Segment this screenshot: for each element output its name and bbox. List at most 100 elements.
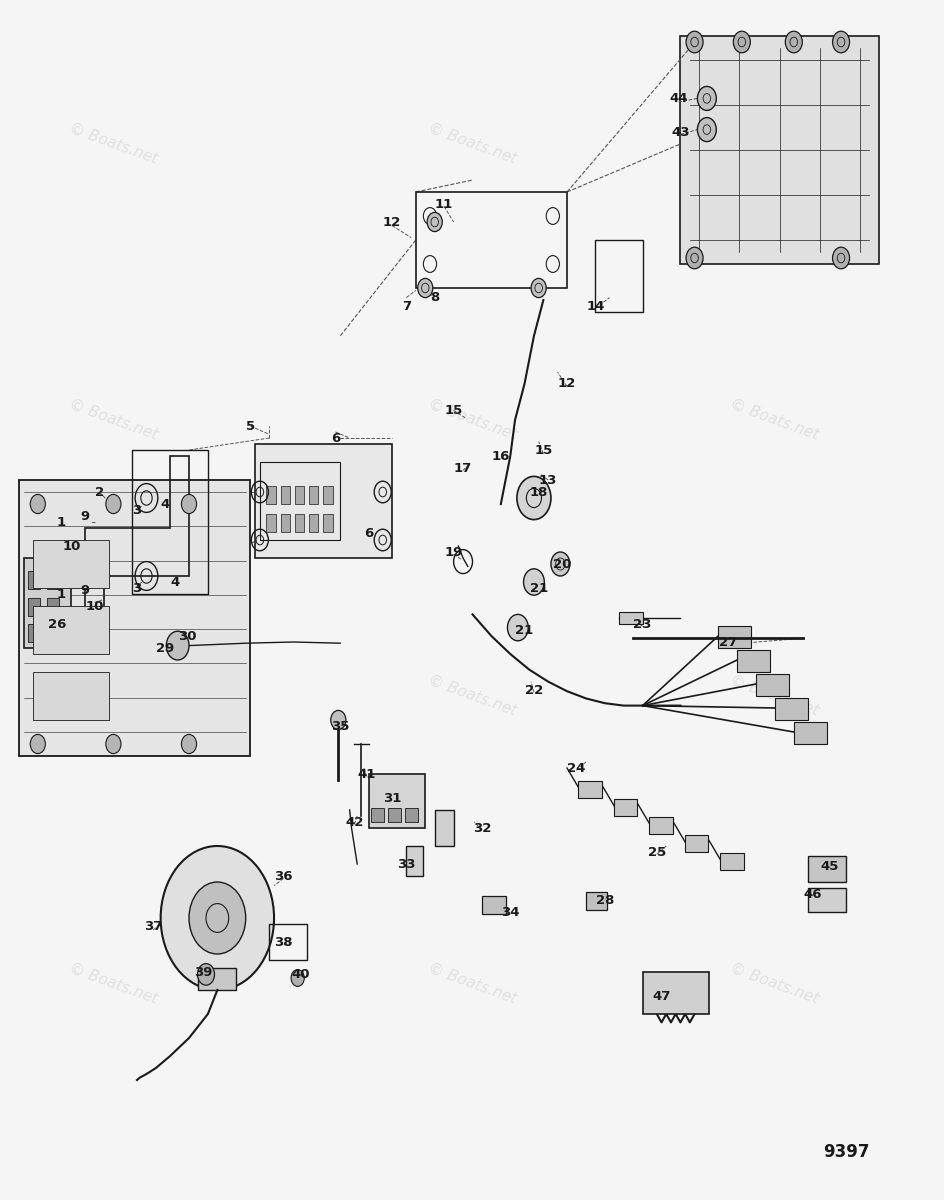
Bar (266, 514, 276, 532)
Circle shape (181, 494, 196, 514)
Text: 7: 7 (401, 300, 411, 312)
Circle shape (832, 247, 849, 269)
Text: © Boats.net: © Boats.net (426, 673, 518, 719)
Text: 29: 29 (156, 642, 175, 654)
Text: 39: 39 (194, 966, 212, 978)
Text: 38: 38 (274, 936, 293, 948)
Text: 46: 46 (802, 888, 821, 900)
Text: 2: 2 (94, 486, 104, 498)
Circle shape (427, 212, 442, 232)
Polygon shape (24, 558, 71, 648)
Text: 27: 27 (717, 636, 736, 648)
Text: 47: 47 (651, 990, 670, 1002)
Text: 31: 31 (382, 792, 401, 804)
Text: 20: 20 (552, 558, 571, 570)
Bar (280, 486, 290, 504)
Circle shape (784, 31, 801, 53)
Bar (295, 486, 304, 504)
Text: 9: 9 (80, 584, 90, 596)
Bar (368, 774, 425, 828)
Text: 3: 3 (132, 504, 142, 516)
Bar (28, 598, 40, 616)
Circle shape (523, 569, 544, 595)
Circle shape (417, 278, 432, 298)
Text: 43: 43 (670, 126, 689, 138)
Text: 15: 15 (444, 404, 463, 416)
Text: © Boats.net: © Boats.net (728, 673, 820, 719)
Bar (323, 486, 332, 504)
Text: © Boats.net: © Boats.net (67, 673, 160, 719)
Bar (47, 571, 59, 589)
Bar (618, 612, 642, 624)
Polygon shape (642, 972, 708, 1014)
Bar (323, 514, 332, 532)
Text: 1: 1 (57, 516, 66, 528)
Circle shape (733, 31, 750, 53)
Text: 37: 37 (143, 920, 162, 932)
Circle shape (516, 476, 550, 520)
Bar (28, 571, 40, 589)
Text: 16: 16 (491, 450, 510, 462)
Bar (33, 540, 109, 588)
Text: 14: 14 (585, 300, 604, 312)
Bar (614, 799, 636, 816)
Text: 5: 5 (245, 420, 255, 432)
Bar (807, 888, 845, 912)
Bar (198, 968, 236, 990)
Bar (266, 486, 276, 504)
Text: 36: 36 (274, 870, 293, 882)
Text: 24: 24 (566, 762, 585, 774)
Text: 10: 10 (85, 600, 104, 612)
Text: 35: 35 (330, 720, 349, 732)
Circle shape (30, 494, 45, 514)
Circle shape (685, 31, 702, 53)
Text: 23: 23 (632, 618, 651, 630)
Bar (793, 722, 826, 744)
Bar (280, 514, 290, 532)
Circle shape (531, 278, 546, 298)
Text: 4: 4 (160, 498, 170, 510)
Text: 44: 44 (668, 92, 687, 104)
Text: © Boats.net: © Boats.net (67, 121, 160, 167)
Bar (481, 896, 505, 914)
Text: 17: 17 (453, 462, 472, 474)
Circle shape (189, 882, 245, 954)
Bar (47, 624, 59, 642)
Circle shape (685, 247, 702, 269)
Bar (295, 514, 304, 532)
Circle shape (106, 734, 121, 754)
Text: 42: 42 (345, 816, 363, 828)
Circle shape (291, 970, 304, 986)
Circle shape (697, 86, 716, 110)
Text: 12: 12 (557, 378, 576, 390)
Bar (585, 892, 606, 910)
Text: © Boats.net: © Boats.net (426, 121, 518, 167)
Text: 4: 4 (170, 576, 179, 588)
Bar (755, 674, 788, 696)
Text: © Boats.net: © Boats.net (67, 397, 160, 443)
Circle shape (832, 31, 849, 53)
Circle shape (550, 552, 569, 576)
Circle shape (106, 494, 121, 514)
Text: 45: 45 (819, 860, 838, 872)
Bar (717, 626, 750, 648)
Circle shape (697, 118, 716, 142)
Text: © Boats.net: © Boats.net (67, 961, 160, 1007)
Bar (719, 853, 743, 870)
Bar (260, 462, 340, 540)
Text: 6: 6 (363, 528, 373, 540)
Circle shape (166, 631, 189, 660)
Bar (309, 486, 318, 504)
Polygon shape (19, 480, 250, 756)
Circle shape (197, 964, 214, 985)
Bar (28, 624, 40, 642)
Text: 25: 25 (647, 846, 666, 858)
Text: 9: 9 (80, 510, 90, 522)
Bar (33, 672, 109, 720)
Text: 40: 40 (291, 968, 310, 980)
Text: 12: 12 (382, 216, 401, 228)
Circle shape (30, 734, 45, 754)
Bar (405, 808, 417, 822)
Polygon shape (680, 36, 878, 264)
Text: 8: 8 (430, 292, 439, 304)
